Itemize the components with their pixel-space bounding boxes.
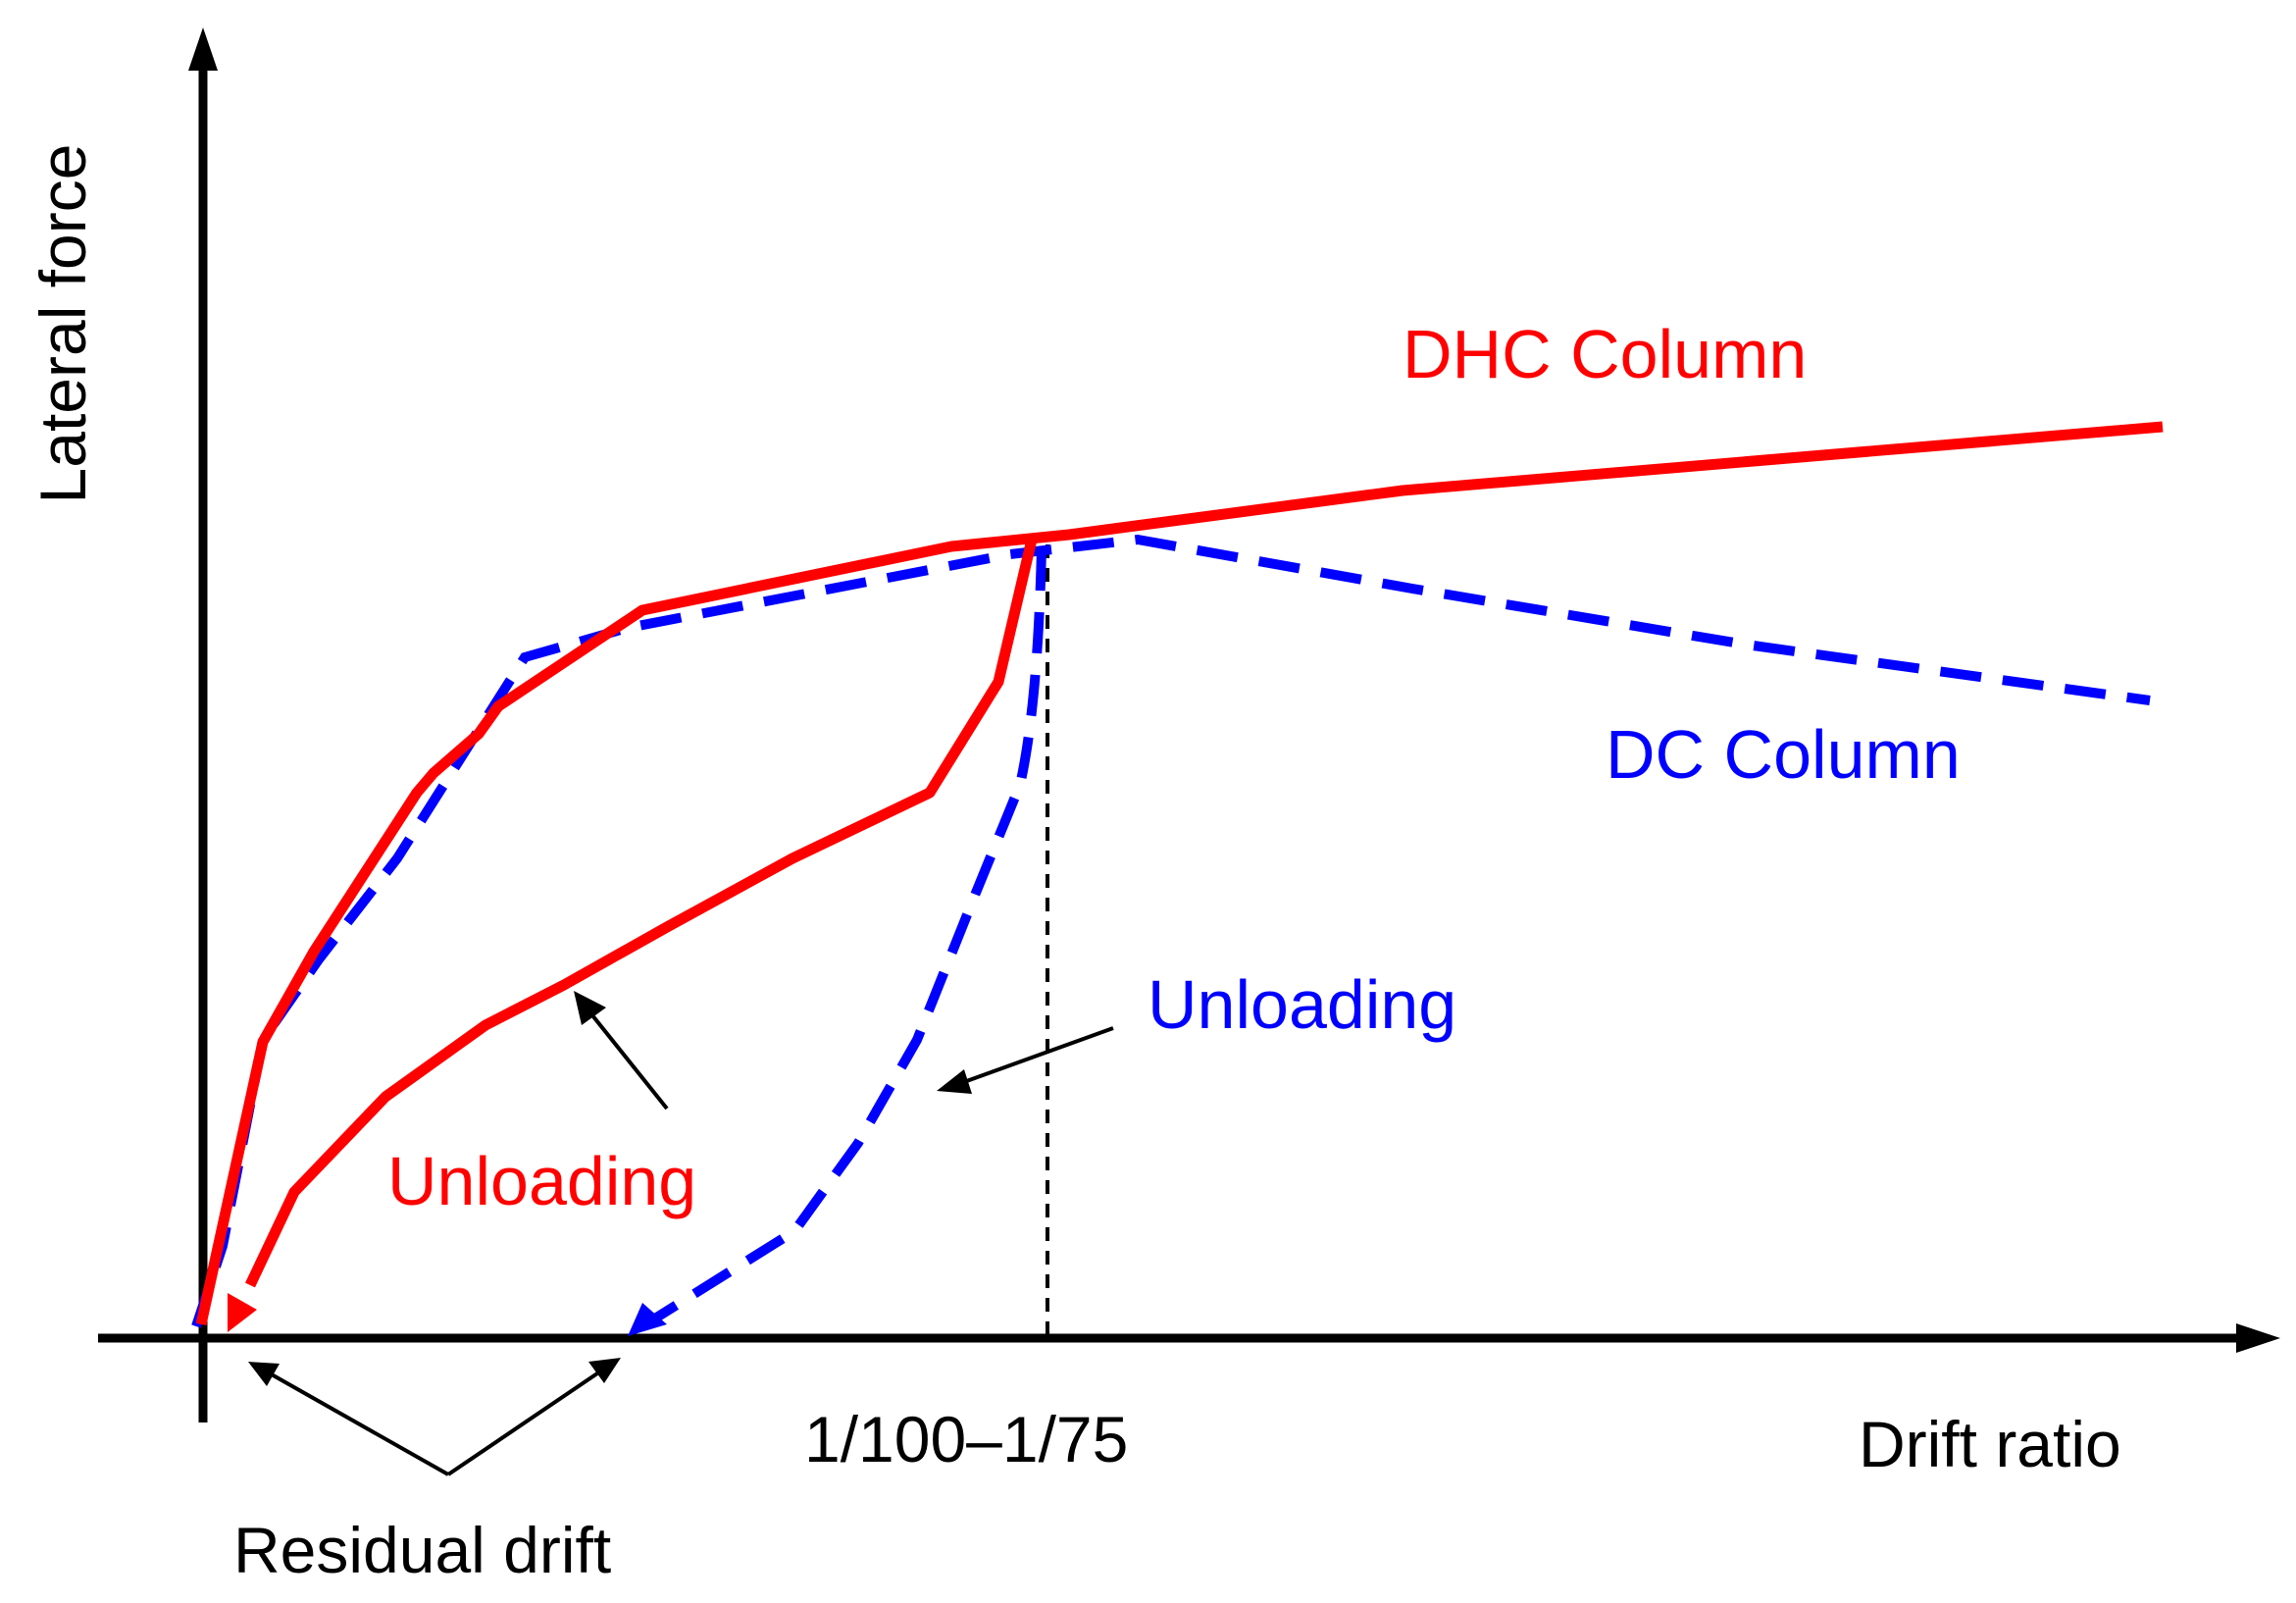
x-axis-label: Drift ratio [1859,1408,2121,1480]
residual-pointer-right [446,1370,602,1476]
axes [98,27,2280,1422]
annotation-arrows [248,991,1114,1476]
dhc-unloading-arrowhead [228,1293,257,1332]
residual-pointer-right-head [588,1358,621,1383]
dhc-unloading-line [245,538,1038,1288]
y-axis-label: Lateral force [26,144,99,504]
dhc-loading-line [195,421,2164,1326]
dc-column-label: DC Column [1606,716,1961,793]
x-axis-arrowhead [2236,1323,2280,1353]
dhc-column-label: DHC Column [1403,316,1807,392]
residual-pointer-left-head [248,1362,280,1386]
residual-pointer-left [269,1371,449,1476]
y-axis-arrowhead [188,27,218,71]
dhc-unloading-pointer [587,1008,669,1111]
dhc-column-curve [195,421,2164,1332]
dc-unloading-pointer [960,1026,1114,1085]
drift-range-label: 1/100–1/75 [804,1403,1128,1475]
dc-unloading-arrowhead [628,1303,667,1336]
dhc-unloading-pointer-head [574,991,606,1025]
dc-unloading-line [639,548,1046,1331]
dc-unloading-pointer-head [937,1069,972,1094]
residual-drift-label: Residual drift [233,1514,611,1586]
dc-unloading-label: Unloading [1148,966,1456,1043]
dhc-unloading-label: Unloading [387,1143,696,1219]
